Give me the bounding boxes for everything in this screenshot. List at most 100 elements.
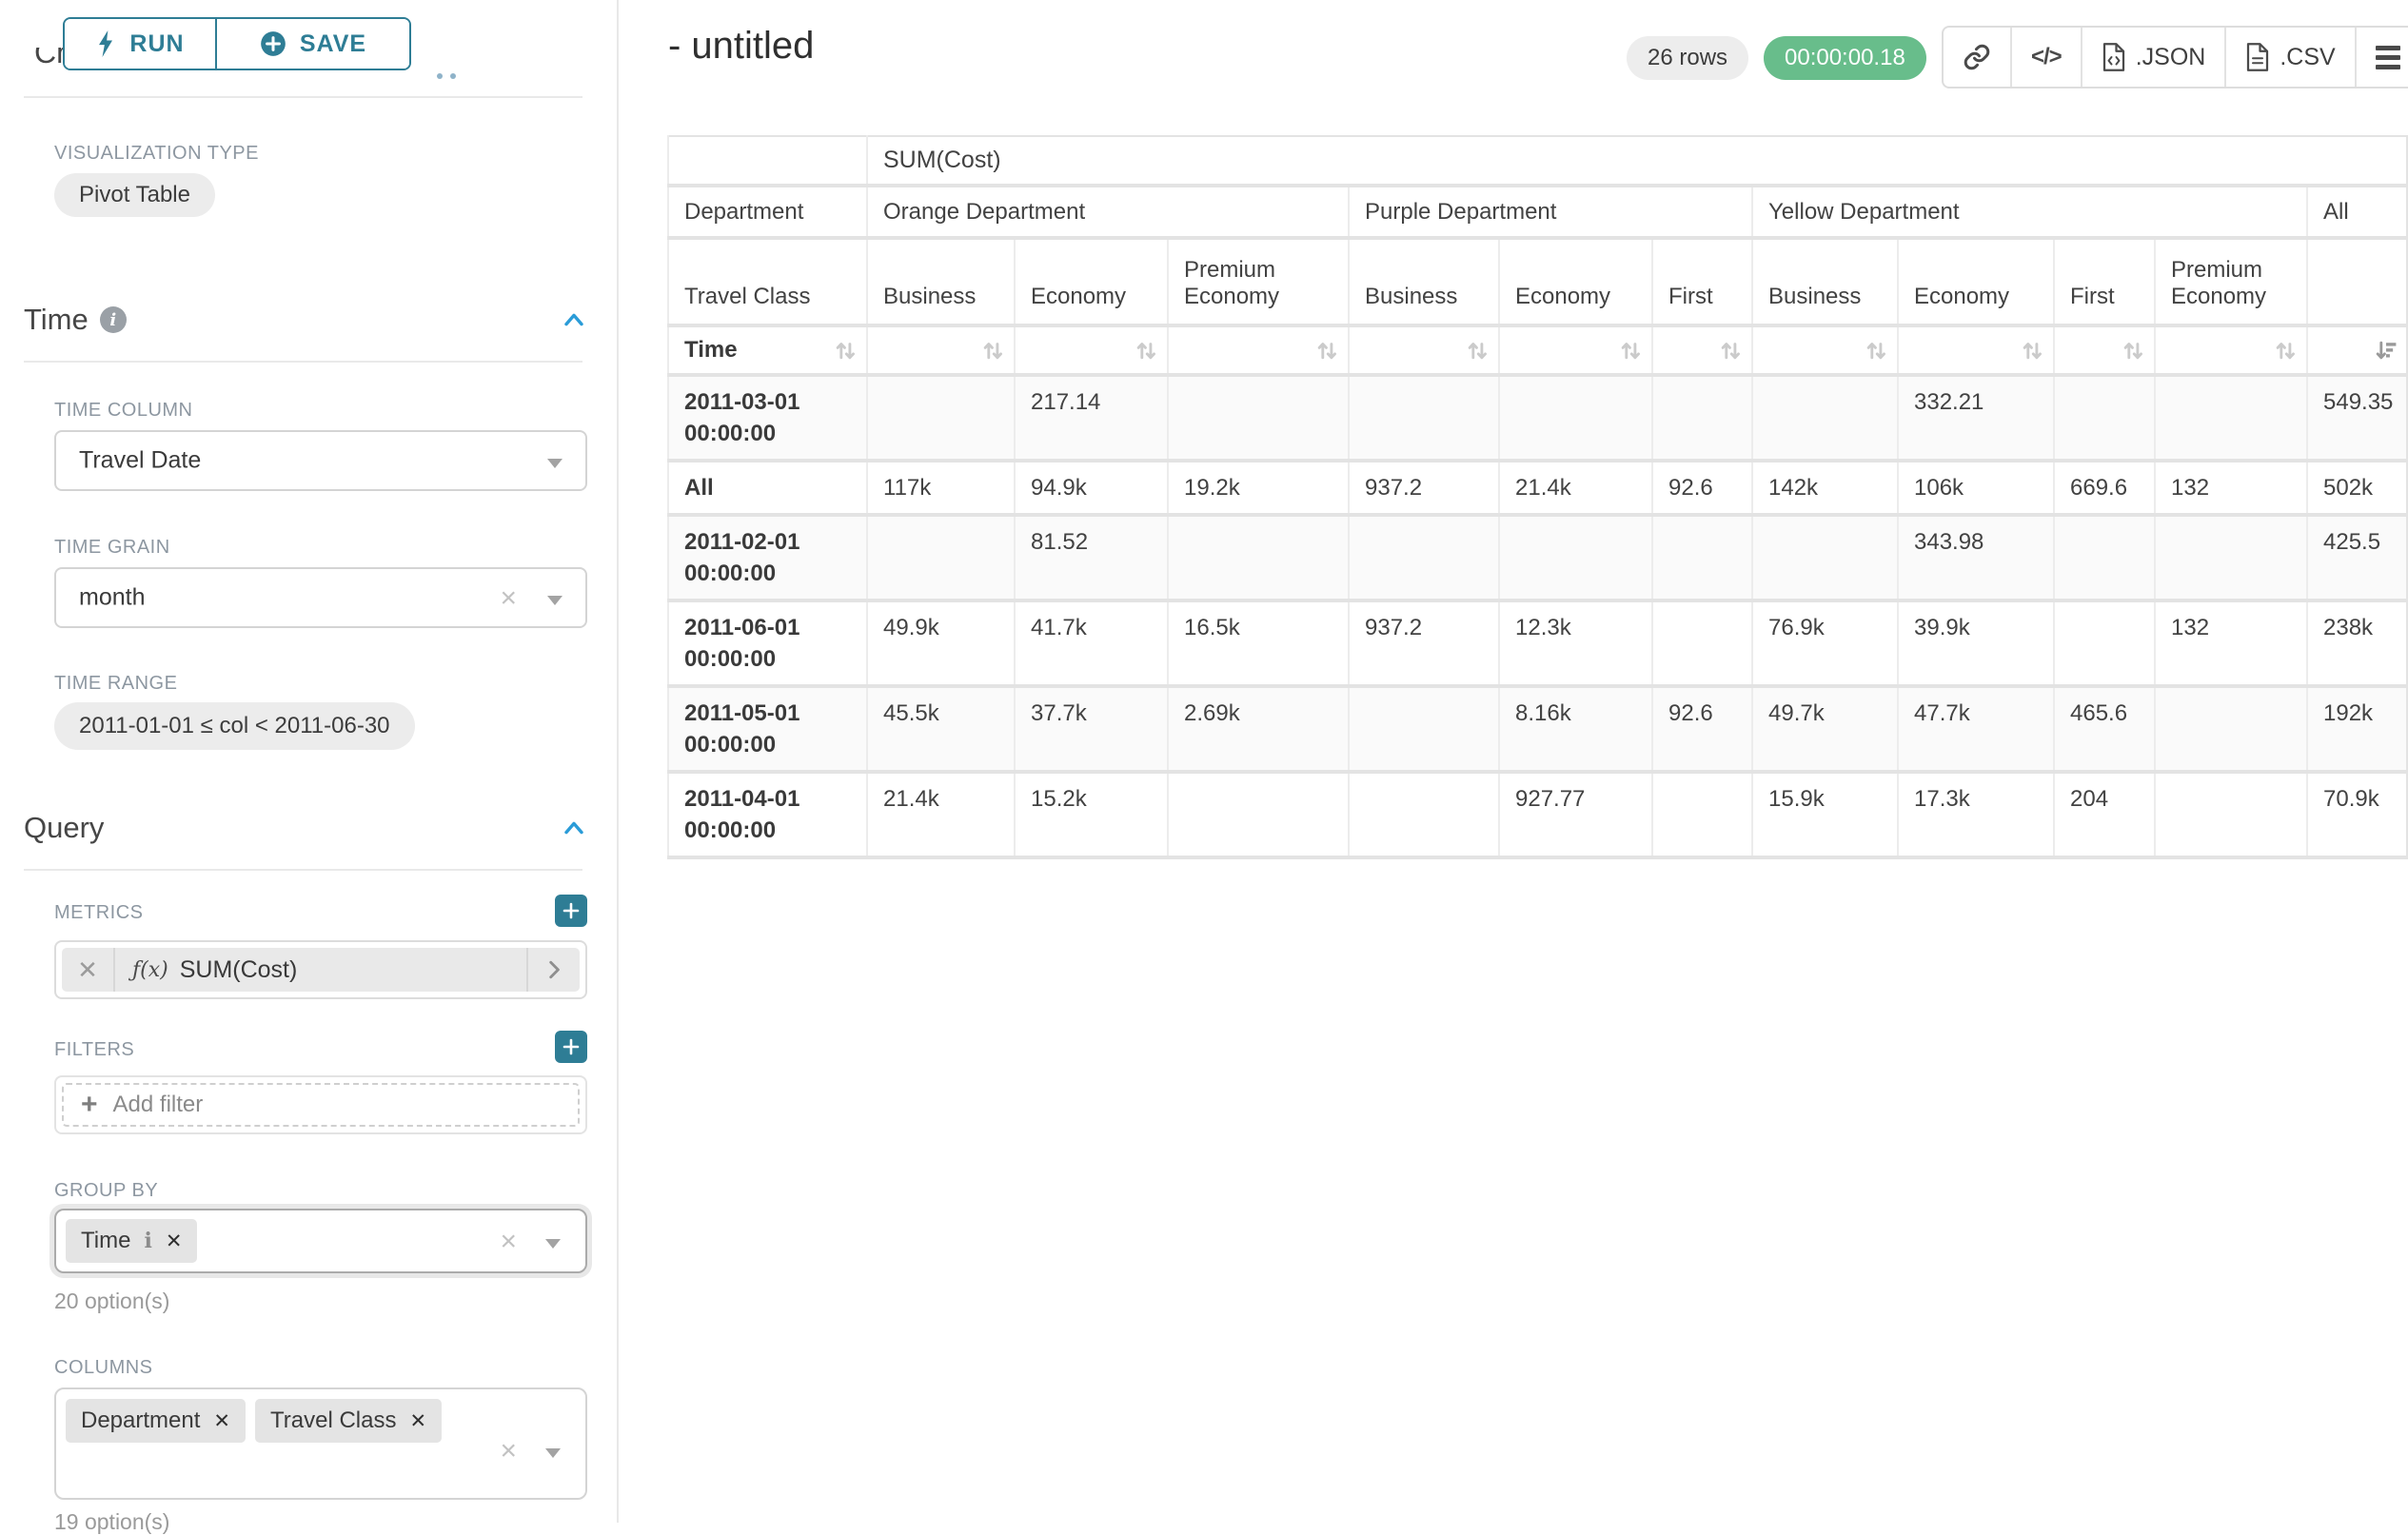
sort-cell <box>1498 325 1652 377</box>
time-section-title: Time <box>24 303 89 336</box>
cell <box>2053 515 2155 602</box>
remove-metric-icon[interactable]: ✕ <box>62 948 115 992</box>
col-header: First <box>2053 238 2155 327</box>
columns-select[interactable]: Department ✕ Travel Class ✕ × <box>54 1387 587 1500</box>
cell <box>1651 600 1752 688</box>
sort-icon[interactable] <box>981 337 1006 364</box>
remove-tag-icon[interactable]: ✕ <box>213 1409 230 1432</box>
export-csv-button[interactable]: .CSV <box>2224 28 2354 87</box>
sort-icon[interactable] <box>1466 337 1490 364</box>
cell: 238k <box>2306 600 2407 688</box>
sort-icon[interactable] <box>2021 337 2045 364</box>
visualization-type-pill[interactable]: Pivot Table <box>54 173 215 217</box>
col-header: Premium Economy <box>1167 238 1349 327</box>
cell: 142k <box>1751 461 1898 517</box>
cell <box>2154 375 2307 462</box>
add-filter-button[interactable]: + Add filter <box>62 1083 580 1127</box>
tag-label: Department <box>81 1407 201 1433</box>
run-button[interactable]: RUN <box>65 19 217 69</box>
cell: 465.6 <box>2053 686 2155 774</box>
time-grain-select[interactable]: month × <box>54 567 587 628</box>
link-icon <box>1964 44 1990 70</box>
group-by-tag-time[interactable]: Time i ✕ <box>66 1219 198 1263</box>
sort-descending-icon[interactable] <box>2374 337 2398 364</box>
cell: 8.16k <box>1498 686 1652 774</box>
cell: 937.2 <box>1348 600 1499 688</box>
cell <box>1498 515 1652 602</box>
info-icon: i <box>144 1229 152 1253</box>
clear-icon[interactable]: × <box>500 1435 517 1466</box>
table-row-all: All 117k 94.9k 19.2k 937.2 21.4k 92.6 14… <box>667 461 2407 517</box>
query-section-header: Query <box>24 811 585 845</box>
save-button[interactable]: SAVE <box>217 19 409 69</box>
col-header: Economy <box>1897 238 2054 327</box>
sort-icon[interactable] <box>1619 337 1644 364</box>
columns-tag-department[interactable]: Department ✕ <box>66 1399 246 1443</box>
cell: 70.9k <box>2306 772 2407 859</box>
export-json-button[interactable]: .JSON <box>2080 28 2225 87</box>
time-column-select[interactable]: Travel Date <box>54 430 587 491</box>
cell <box>1348 686 1499 774</box>
time-grain-label: TIME GRAIN <box>54 537 170 558</box>
csv-button-label: .CSV <box>2280 43 2336 70</box>
pivot-table: SUM(Cost) Department Orange Department P… <box>667 135 2408 859</box>
sort-icon[interactable] <box>1719 337 1744 364</box>
time-range-pill[interactable]: 2011-01-01 ≤ col < 2011-06-30 <box>54 702 415 750</box>
query-section-title: Query <box>24 811 105 844</box>
clear-icon[interactable]: × <box>500 582 517 614</box>
divider <box>24 869 582 871</box>
sort-cell <box>1897 325 2054 377</box>
time-section-header: Time i <box>24 303 585 337</box>
metric-content[interactable]: ƒ(x) SUM(Cost) <box>115 948 526 992</box>
cell <box>1651 375 1752 462</box>
cell: 37.7k <box>1014 686 1168 774</box>
sort-icon[interactable] <box>1135 337 1159 364</box>
cell: 39.9k <box>1897 600 2054 688</box>
sort-icon[interactable] <box>2274 337 2299 364</box>
tag-label: Travel Class <box>270 1407 397 1433</box>
clear-icon[interactable]: × <box>500 1226 517 1257</box>
cell: 106k <box>1897 461 2054 517</box>
cell <box>1348 375 1499 462</box>
columns-tag-travel-class[interactable]: Travel Class ✕ <box>255 1399 443 1443</box>
sort-row: Time <box>667 325 2407 377</box>
cell <box>2154 686 2307 774</box>
sort-icon[interactable] <box>834 337 859 364</box>
metric-name: SUM(Cost) <box>179 955 298 983</box>
hamburger-icon <box>2375 45 2400 69</box>
view-query-button[interactable]: </> <box>2010 28 2081 87</box>
col-group-orange: Orange Department <box>866 186 1349 240</box>
expand-metric-icon[interactable] <box>526 948 580 992</box>
table-row: 2011-06-01 00:00:00 49.9k 41.7k 16.5k 93… <box>667 600 2407 688</box>
menu-button[interactable] <box>2354 28 2408 87</box>
cell: 94.9k <box>1014 461 1168 517</box>
plus-icon <box>563 902 580 919</box>
remove-tag-icon[interactable]: ✕ <box>165 1230 183 1252</box>
col-header: Business <box>866 238 1015 327</box>
cell: 549.35 <box>2306 375 2407 462</box>
add-filter-plus-button[interactable] <box>555 1031 587 1063</box>
time-column-label: TIME COLUMN <box>54 400 193 421</box>
row-label: All <box>667 461 867 517</box>
cell: 92.6 <box>1651 461 1752 517</box>
columns-label: COLUMNS <box>54 1357 153 1378</box>
remove-tag-icon[interactable]: ✕ <box>409 1409 427 1432</box>
copy-link-button[interactable] <box>1944 28 2010 87</box>
panel-divider[interactable] <box>617 0 619 1523</box>
cell <box>1348 515 1499 602</box>
export-toolbar: </> .JSON .CSV <box>1942 26 2408 89</box>
group-by-select[interactable]: Time i ✕ × <box>54 1209 587 1273</box>
metric-pill[interactable]: ✕ ƒ(x) SUM(Cost) <box>62 948 580 992</box>
cell: 2.69k <box>1167 686 1349 774</box>
sort-icon[interactable] <box>2122 337 2146 364</box>
cell: 49.7k <box>1751 686 1898 774</box>
metric-header: SUM(Cost) <box>866 136 2407 187</box>
add-metric-button[interactable] <box>555 895 587 927</box>
sort-icon[interactable] <box>1865 337 1889 364</box>
sort-icon[interactable] <box>1315 337 1340 364</box>
travel-class-header-row: Travel Class Business Economy Premium Ec… <box>667 238 2407 327</box>
page-title[interactable]: - untitled <box>668 25 815 67</box>
chevron-up-icon[interactable] <box>563 820 585 836</box>
chevron-up-icon[interactable] <box>563 312 585 327</box>
col-header: Business <box>1348 238 1499 327</box>
